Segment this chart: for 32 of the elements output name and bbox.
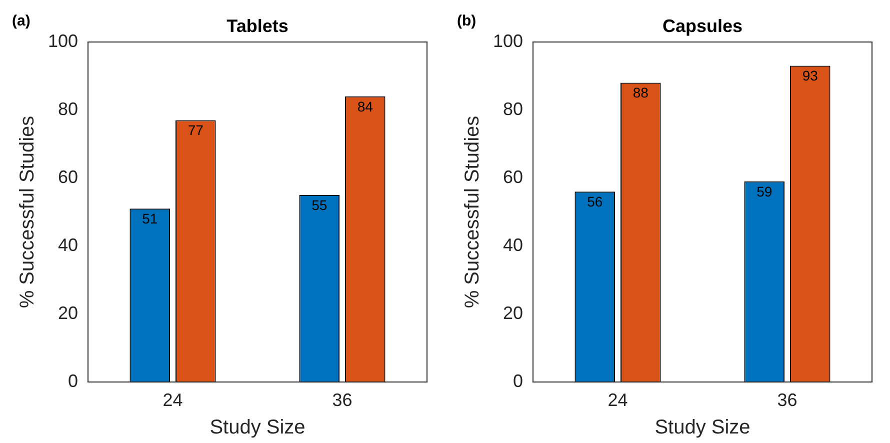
x-axis-title: Study Size — [654, 416, 750, 439]
chart-title: Capsules — [662, 16, 743, 36]
data-label: 93 — [802, 68, 818, 84]
x-axis-title: Study Size — [210, 416, 306, 439]
data-label: 55 — [312, 196, 328, 213]
y-tick-label: 60 — [502, 166, 523, 187]
data-label: 56 — [587, 193, 603, 210]
y-tick-label: 60 — [58, 166, 78, 187]
y-tick-label: 0 — [512, 370, 523, 391]
y-axis-title: % Successful Studies — [462, 116, 484, 308]
y-tick-label: 20 — [502, 302, 523, 323]
text: (b) — [457, 12, 476, 30]
x-tick-label: 24 — [608, 390, 628, 410]
data-label: 59 — [756, 183, 772, 200]
x-tick-label: 24 — [162, 390, 183, 410]
chart-title: Tablets — [226, 16, 288, 36]
y-tick-label: 80 — [502, 98, 523, 119]
y-tick-label: 40 — [502, 234, 523, 255]
x-tick-label: 36 — [777, 390, 798, 410]
y-axis-title: % Successful Studies — [16, 116, 39, 308]
data-label: 77 — [188, 122, 204, 138]
data-label: 88 — [632, 84, 649, 101]
y-tick-label: 100 — [492, 30, 523, 51]
y-tick-label: 40 — [58, 234, 78, 255]
y-tick-label: 100 — [48, 30, 78, 51]
text: (a) — [12, 12, 30, 30]
data-label: 51 — [142, 210, 158, 226]
y-tick-label: 0 — [68, 370, 78, 391]
y-tick-label: 20 — [58, 302, 78, 323]
y-tick-label: 80 — [58, 98, 78, 119]
data-label: 84 — [357, 98, 374, 114]
x-tick-label: 36 — [332, 390, 352, 410]
